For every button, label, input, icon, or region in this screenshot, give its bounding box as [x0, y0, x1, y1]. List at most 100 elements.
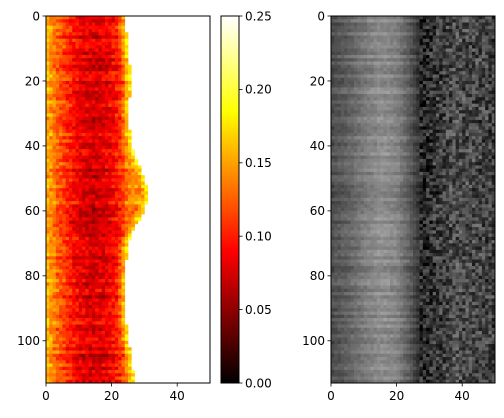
image-pixel: [419, 74, 424, 79]
heatmap-cell: [118, 253, 122, 257]
heatmap-cell: [72, 116, 76, 121]
image-pixel: [478, 116, 483, 121]
heatmap-cell: [95, 353, 99, 358]
image-pixel: [367, 54, 371, 59]
image-pixel: [360, 61, 365, 66]
heatmap-cell: [52, 305, 57, 309]
heatmap-cell: [121, 256, 126, 260]
heatmap-cell: [88, 175, 93, 179]
image-pixel: [344, 32, 348, 36]
heatmap-cell: [52, 334, 57, 338]
heatmap-cell: [82, 22, 86, 27]
image-pixel: [350, 80, 355, 85]
image-pixel: [347, 126, 352, 131]
heatmap-cell: [105, 132, 109, 137]
heatmap-cell: [114, 324, 119, 329]
heatmap-cell: [108, 165, 112, 169]
image-pixel: [360, 51, 365, 56]
heatmap-cell: [121, 379, 126, 383]
heatmap-cell: [78, 71, 83, 75]
image-pixel: [442, 139, 447, 144]
image-pixel: [353, 67, 358, 72]
heatmap-cell: [121, 337, 126, 342]
heatmap-cell: [95, 142, 99, 147]
image-pixel: [429, 16, 434, 20]
image-pixel: [380, 145, 384, 150]
image-pixel: [413, 126, 417, 131]
heatmap-cell: [52, 22, 57, 27]
heatmap-cell: [118, 314, 122, 319]
heatmap-cell: [65, 272, 70, 277]
image-pixel: [376, 116, 381, 121]
image-pixel: [462, 32, 466, 36]
image-pixel: [475, 97, 479, 101]
heatmap-cell: [78, 214, 83, 218]
image-pixel: [439, 80, 443, 85]
image-pixel: [475, 35, 479, 40]
heatmap-cell: [101, 123, 106, 127]
heatmap-cell: [65, 162, 70, 166]
image-pixel: [334, 58, 338, 62]
image-pixel: [458, 100, 463, 105]
image-pixel: [363, 77, 368, 82]
heatmap-cell: [88, 129, 93, 134]
heatmap-cell: [101, 324, 106, 329]
heatmap-cell: [101, 74, 106, 79]
image-pixel: [426, 74, 430, 79]
image-pixel: [458, 48, 463, 53]
heatmap-cell: [46, 295, 50, 299]
image-pixel: [452, 54, 456, 59]
image-pixel: [386, 58, 391, 62]
image-pixel: [475, 123, 479, 127]
heatmap-cell: [78, 22, 83, 27]
heatmap-cell: [98, 340, 103, 345]
image-pixel: [468, 38, 473, 43]
heatmap-cell: [111, 142, 116, 147]
heatmap-cell: [114, 152, 119, 157]
image-pixel: [370, 80, 374, 85]
image-pixel: [458, 84, 463, 88]
image-pixel: [350, 45, 355, 49]
heatmap-cell: [55, 48, 60, 53]
image-pixel: [429, 97, 434, 101]
heatmap-cell: [75, 168, 80, 173]
image-pixel: [344, 90, 348, 95]
image-pixel: [403, 22, 407, 27]
image-pixel: [485, 51, 489, 56]
heatmap-cell: [49, 272, 53, 277]
heatmap-cell: [137, 188, 142, 192]
image-pixel: [426, 97, 430, 101]
image-pixel: [376, 32, 381, 36]
colorbar-tick-label: 0.25: [245, 9, 272, 23]
image-pixel: [393, 48, 397, 53]
heatmap-cell: [105, 188, 109, 192]
image-pixel: [409, 19, 414, 23]
heatmap-cell: [118, 366, 122, 371]
heatmap-cell: [118, 181, 122, 186]
heatmap-cell: [91, 207, 96, 212]
image-pixel: [357, 16, 361, 20]
heatmap-cell: [46, 204, 50, 208]
heatmap-cell: [59, 175, 63, 179]
heatmap-cell: [144, 191, 149, 195]
image-pixel: [472, 48, 476, 53]
heatmap-cell: [46, 139, 50, 144]
heatmap-cell: [95, 25, 99, 30]
image-pixel: [350, 97, 355, 101]
image-pixel: [350, 110, 355, 114]
heatmap-cell: [49, 93, 53, 98]
heatmap-cell: [111, 139, 116, 144]
image-pixel: [472, 64, 476, 69]
image-pixel: [432, 71, 437, 75]
image-pixel: [458, 41, 463, 46]
image-pixel: [455, 74, 460, 79]
heatmap-cell: [118, 233, 122, 238]
heatmap-cell: [108, 353, 112, 358]
heatmap-cell: [108, 272, 112, 277]
image-pixel: [429, 19, 434, 23]
heatmap-cell: [85, 139, 89, 144]
heatmap-cell: [121, 201, 126, 205]
image-pixel: [406, 93, 411, 98]
heatmap-cell: [105, 370, 109, 374]
